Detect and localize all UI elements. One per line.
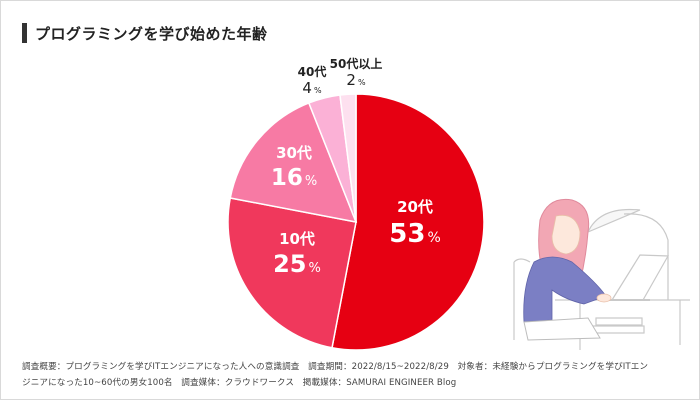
survey-footnote: 調査概要：プログラミングを学びITエンジニアになった人への意識調査 調査期間：2… — [22, 359, 682, 391]
pie-slice-1 — [331, 93, 485, 351]
slice-percent-label: 53% — [389, 219, 441, 249]
slice-percent-label: 4% — [302, 79, 322, 97]
pie-slice-2 — [227, 197, 357, 349]
footnote-line-1: 調査概要：プログラミングを学びITエンジニアになった人への意識調査 調査期間：2… — [22, 362, 649, 372]
footnote-line-2: ジニアになった10~60代の男女100名 調査媒体：クラウドワークス 掲載媒体：… — [22, 378, 457, 388]
pie-slice-3 — [229, 102, 358, 223]
chart-title: プログラミングを学び始めた年齢 — [35, 24, 268, 43]
slice-percent-label: 16% — [271, 165, 317, 191]
slice-percent-label: 2% — [346, 71, 366, 89]
chart-title-block: プログラミングを学び始めた年齢 — [22, 23, 268, 43]
title-accent-bar — [22, 23, 27, 43]
slice-percent-label: 25% — [273, 250, 321, 278]
pie-slice-5 — [339, 93, 357, 223]
slice-category-label: 30代 — [276, 144, 312, 162]
slice-category-label: 10代 — [279, 230, 315, 248]
slice-category-label: 20代 — [397, 198, 433, 216]
slice-category-label: 40代 — [298, 64, 327, 79]
slice-category-label: 50代以上 — [330, 56, 383, 71]
